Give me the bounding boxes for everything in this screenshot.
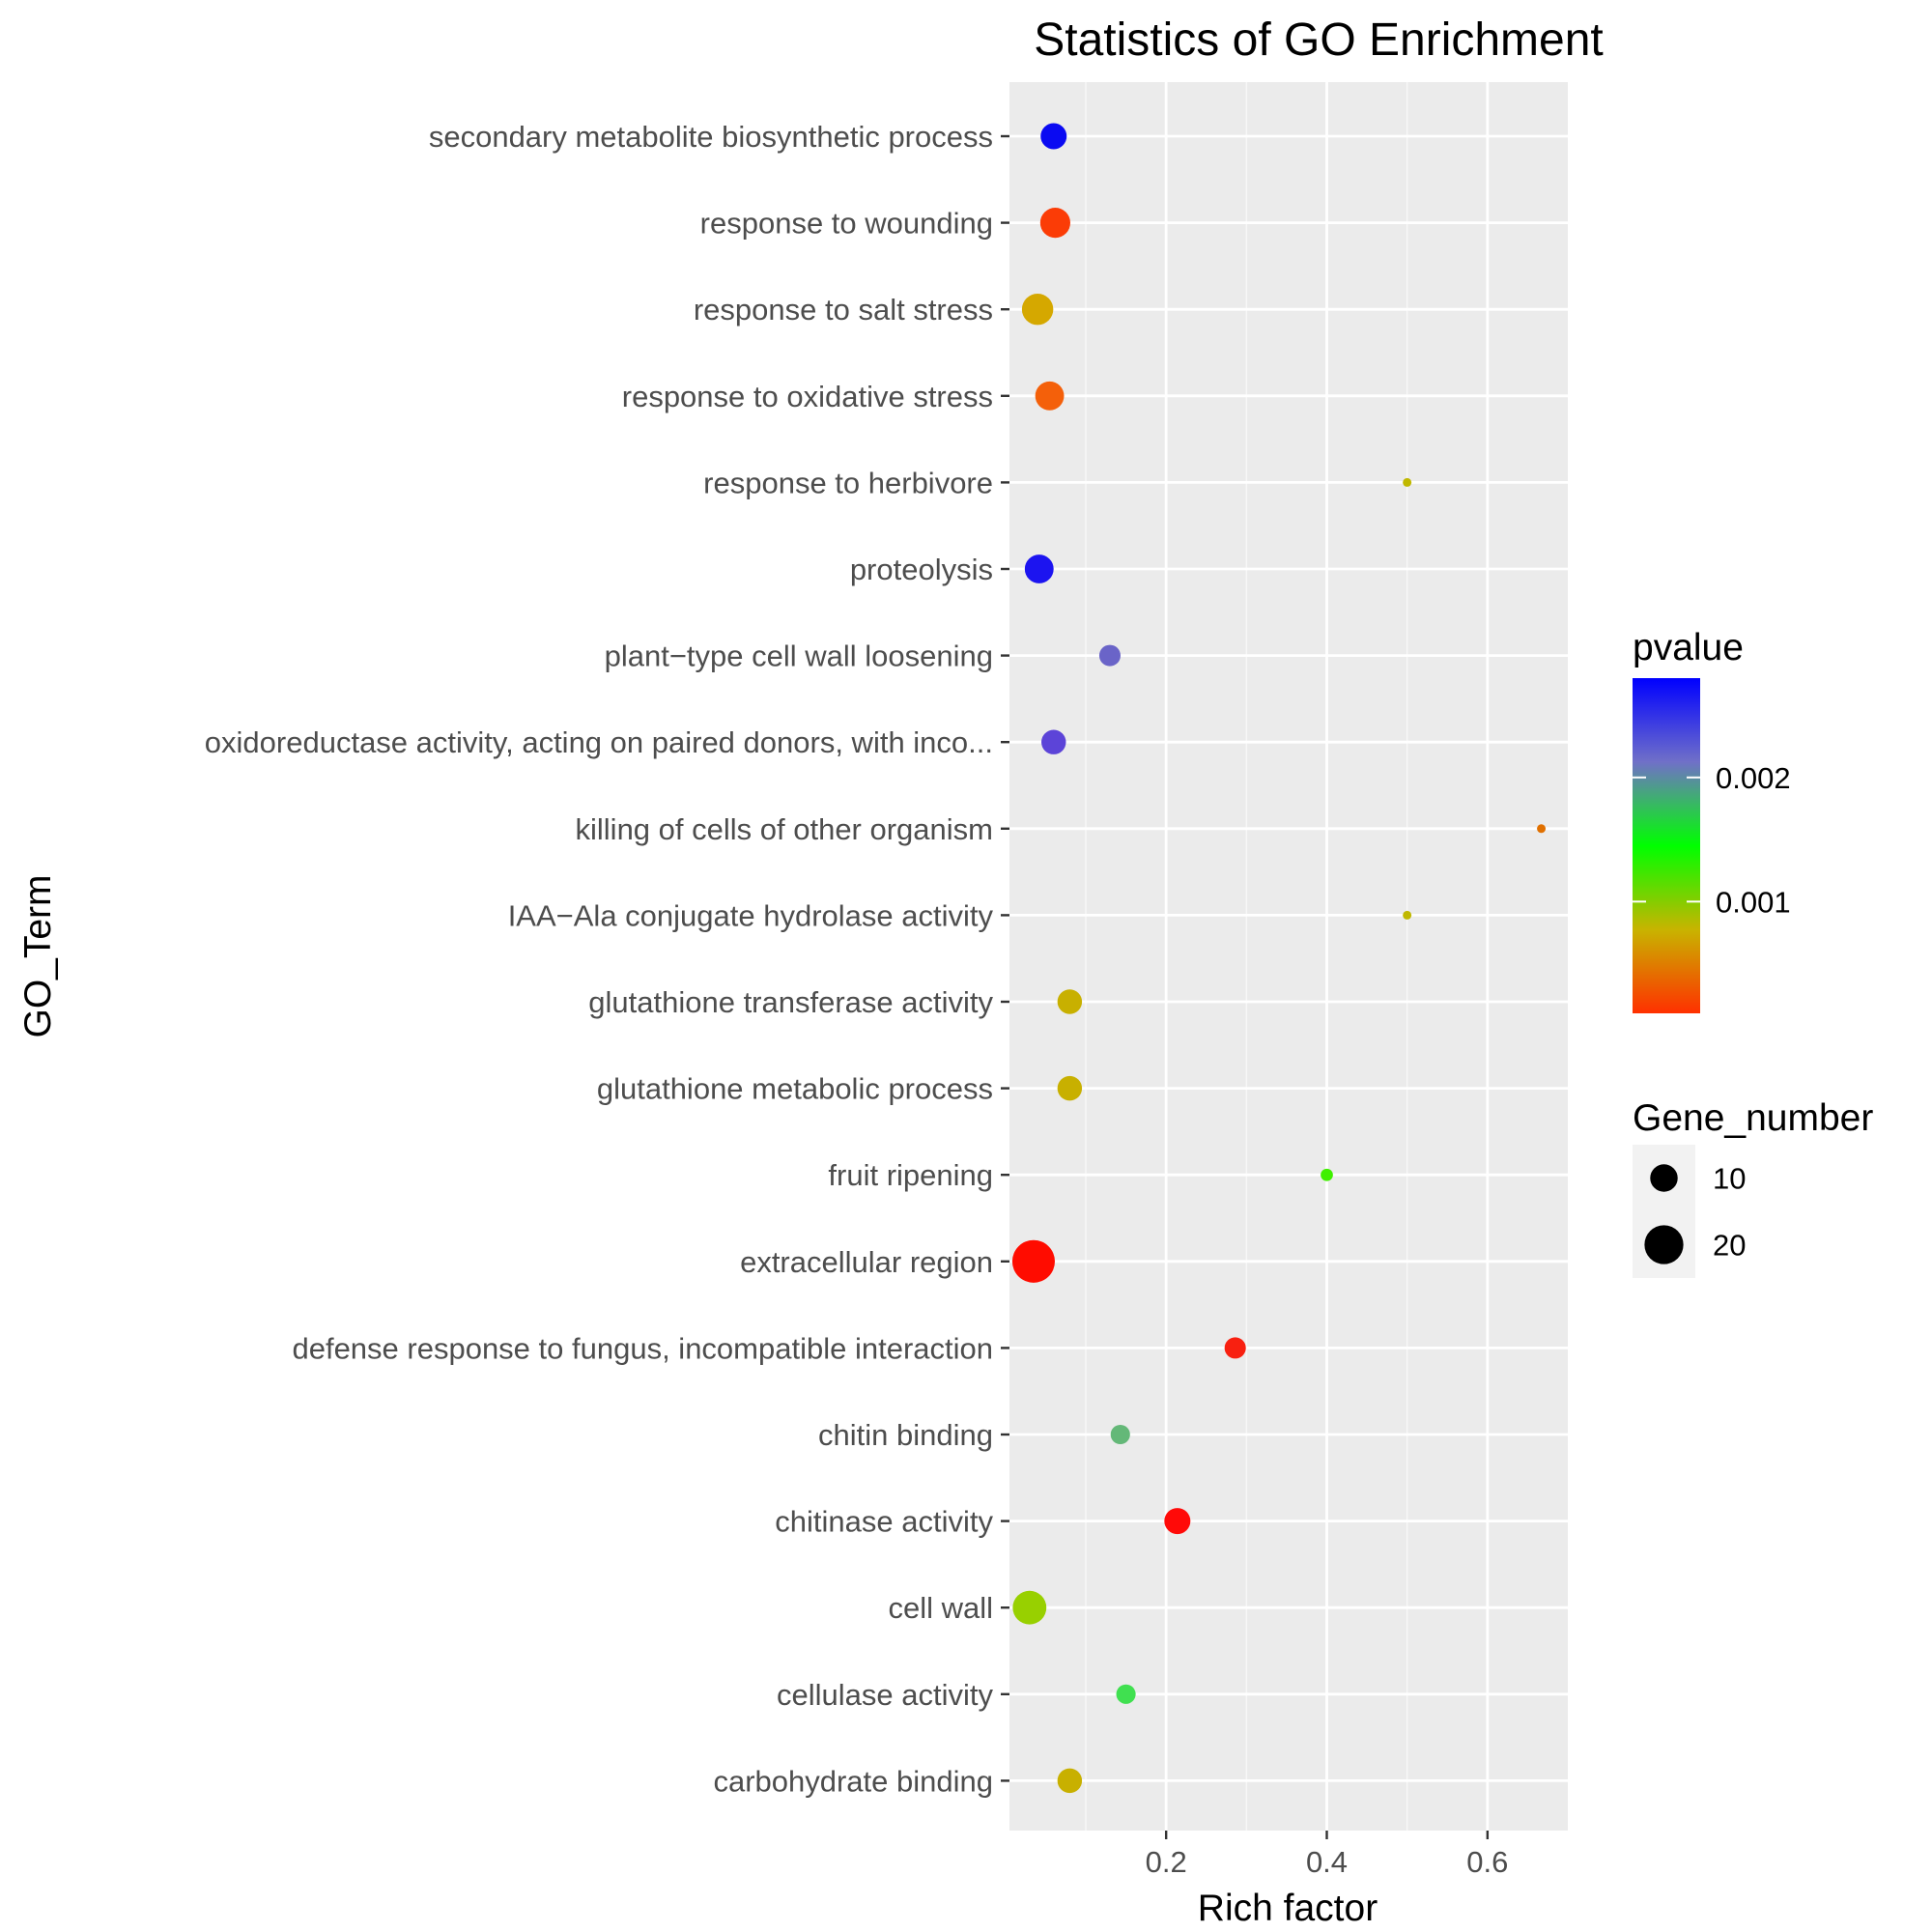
data-point	[1057, 1075, 1083, 1101]
x-tick-label: 0.4	[1306, 1845, 1348, 1879]
term-label: response to wounding	[700, 207, 993, 241]
pvalue-colorbar	[1633, 678, 1700, 1013]
term-label: plant−type cell wall loosening	[605, 639, 993, 673]
term-label: extracellular region	[740, 1245, 993, 1279]
data-point	[1403, 910, 1412, 920]
data-point	[1024, 554, 1054, 583]
term-label: response to herbivore	[703, 466, 993, 499]
colorbar-tick-label: 0.002	[1716, 761, 1791, 795]
data-point	[1040, 123, 1067, 150]
y-axis-title: GO_Term	[17, 874, 59, 1037]
gene-number-legend: Gene_number 10 20	[1633, 1097, 1873, 1278]
x-tick-label: 0.2	[1146, 1845, 1187, 1879]
plot-panel	[1009, 82, 1568, 1831]
data-point	[1098, 644, 1121, 667]
term-label: chitinase activity	[775, 1505, 993, 1539]
data-point	[1035, 381, 1065, 411]
term-label: secondary metabolite biosynthetic proces…	[429, 120, 993, 154]
data-point	[1039, 208, 1070, 239]
term-label: response to oxidative stress	[622, 380, 993, 413]
data-point	[1012, 1590, 1047, 1625]
term-label: defense response to fungus, incompatible…	[292, 1331, 993, 1365]
data-point	[1110, 1424, 1130, 1445]
size-legend-label: 20	[1713, 1229, 1746, 1263]
data-point	[1021, 293, 1054, 326]
term-label: proteolysis	[850, 553, 993, 586]
term-label: glutathione metabolic process	[597, 1072, 993, 1106]
term-label: killing of cells of other organism	[576, 812, 993, 846]
term-label: oxidoreductase activity, acting on paire…	[205, 725, 993, 759]
data-point	[1224, 1337, 1246, 1359]
term-label: fruit ripening	[828, 1158, 993, 1192]
data-point	[1164, 1508, 1191, 1535]
gene-number-legend-title: Gene_number	[1633, 1097, 1873, 1139]
term-label: cellulase activity	[777, 1678, 993, 1712]
term-label: carbohydrate binding	[713, 1764, 993, 1798]
data-point	[1321, 1168, 1333, 1181]
data-point	[1403, 477, 1412, 487]
data-point	[1041, 729, 1066, 754]
term-label: chitin binding	[818, 1418, 993, 1452]
size-legend-dot	[1644, 1225, 1684, 1264]
plot-layer: secondary metabolite biosynthetic proces…	[205, 82, 1568, 1879]
size-legend-dot	[1650, 1164, 1678, 1192]
colorbar-tick-label: 0.001	[1716, 885, 1791, 919]
data-point	[1116, 1684, 1136, 1704]
data-point	[1057, 1768, 1083, 1794]
pvalue-legend: pvalue 0.002 0.001	[1633, 627, 1791, 1013]
data-point	[1057, 989, 1083, 1014]
x-tick-label: 0.6	[1466, 1845, 1508, 1879]
pvalue-legend-title: pvalue	[1633, 627, 1744, 668]
size-legend-label: 10	[1713, 1162, 1746, 1196]
term-label: glutathione transferase activity	[588, 985, 993, 1019]
chart-title: Statistics of GO Enrichment	[1034, 14, 1604, 66]
data-point	[1011, 1239, 1055, 1283]
data-point	[1537, 824, 1547, 834]
term-label: IAA−Ala conjugate hydrolase activity	[508, 898, 994, 932]
term-label: cell wall	[888, 1591, 993, 1625]
term-label: response to salt stress	[694, 293, 993, 327]
x-axis-title: Rich factor	[1198, 1888, 1378, 1929]
